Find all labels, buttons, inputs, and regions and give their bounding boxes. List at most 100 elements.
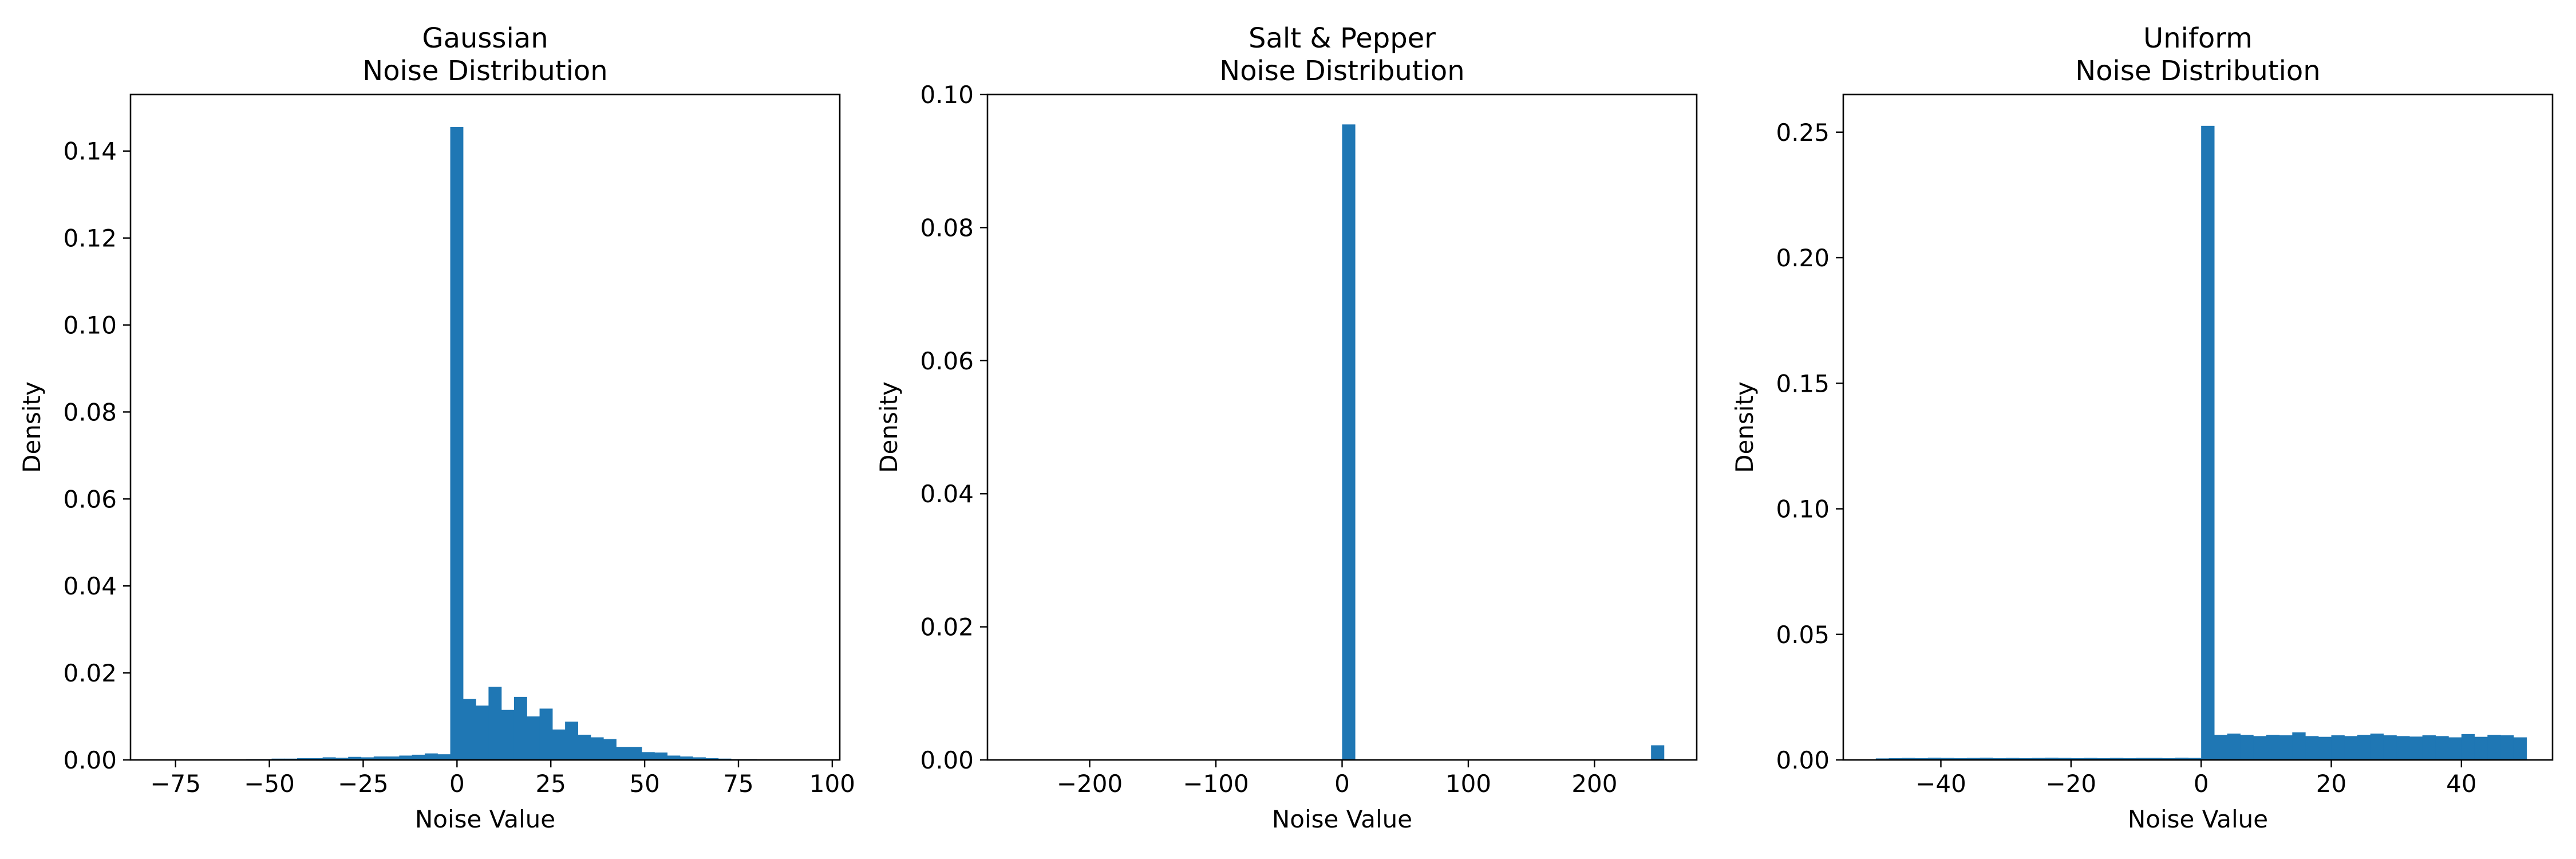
y-tick-label: 0.25 <box>1776 119 1830 147</box>
x-tick-label: 0 <box>449 770 465 798</box>
x-tick-label: 0 <box>2194 770 2209 798</box>
chart-title: Gaussian Noise Distribution <box>362 22 607 87</box>
x-tick-label: 75 <box>723 770 753 798</box>
x-tick-label: 100 <box>1445 770 1491 798</box>
y-tick-label: 0.10 <box>920 81 974 109</box>
histogram-bar <box>361 757 374 760</box>
histogram-bar <box>2123 758 2137 760</box>
histogram-bar <box>2448 737 2462 760</box>
histogram-bar <box>590 737 604 760</box>
histogram-bar <box>2006 758 2020 760</box>
histogram-bar <box>693 757 706 760</box>
histogram-bar <box>2188 758 2202 760</box>
y-tick-label: 0.02 <box>920 613 974 641</box>
x-axis-label: Noise Value <box>2128 805 2268 833</box>
y-tick-label: 0.15 <box>1776 369 1830 397</box>
histogram-bar <box>476 706 489 760</box>
histogram-bar <box>1651 745 1665 760</box>
axes-frame <box>129 93 841 761</box>
chart-title-line: Noise Distribution <box>362 55 607 87</box>
y-tick-label: 0.10 <box>1776 495 1830 523</box>
y-tick-label: 0.04 <box>63 572 117 600</box>
chart-title: Uniform Noise Distribution <box>2075 22 2320 87</box>
histogram-bar <box>2357 735 2371 760</box>
histogram-bar <box>2162 758 2176 760</box>
histogram-bar <box>1875 758 1890 760</box>
histogram-bar <box>348 756 362 760</box>
histogram-bar <box>501 710 515 760</box>
histogram-bar <box>1902 758 1915 760</box>
histogram-bar <box>667 755 681 760</box>
histogram-bar <box>2175 758 2189 760</box>
chart-title: Salt & Pepper Noise Distribution <box>1219 22 1464 87</box>
gaussian-histogram-panel: −75 −50 −25 0 25 50 75 100 0.00 0.02 0.04 0.06 0.08 0… <box>18 22 855 833</box>
histogram-bar <box>2084 758 2097 760</box>
chart-title-line: Gaussian <box>422 22 548 54</box>
histogram-bar <box>2110 758 2124 760</box>
histogram-bar <box>565 722 579 760</box>
histogram-bar <box>2227 733 2241 760</box>
histogram-bar <box>2461 734 2475 760</box>
x-tick-label: −25 <box>338 770 389 798</box>
y-tick-label: 0.14 <box>63 137 117 166</box>
y-tick-label: 0.08 <box>920 214 974 242</box>
histogram-bar <box>1993 758 2006 760</box>
histogram-bar <box>2266 735 2280 760</box>
histogram-bar <box>412 754 425 760</box>
histogram-bar <box>424 753 438 760</box>
histogram-bar <box>2318 736 2332 760</box>
histogram-bar <box>1915 758 1929 760</box>
x-tick-label: 25 <box>535 770 566 798</box>
y-axis-label: Density <box>875 381 903 473</box>
histogram-bar <box>2435 736 2449 760</box>
histogram-bar <box>1927 758 1942 760</box>
histogram-bar <box>1966 758 1981 760</box>
histogram-bar <box>513 696 527 760</box>
histogram-bar <box>373 756 387 760</box>
histogram-bar <box>629 747 642 760</box>
histogram-bar <box>2305 736 2319 760</box>
histogram-bar <box>2018 758 2033 760</box>
histogram-bar <box>310 758 323 760</box>
chart-title-line: Noise Distribution <box>1219 55 1464 87</box>
y-tick-label: 0.00 <box>920 746 974 774</box>
histogram-bar <box>463 699 476 760</box>
y-tick-label: 0.02 <box>63 659 117 687</box>
histogram-bar <box>1980 758 1994 760</box>
histogram-bar <box>552 729 566 760</box>
histogram-bar <box>705 758 719 760</box>
histogram-bar <box>539 708 553 760</box>
histogram-bar <box>1941 758 1954 760</box>
histogram-bar <box>2292 732 2306 760</box>
histogram-bar <box>2383 735 2397 760</box>
histogram-bar <box>2071 758 2085 760</box>
histogram-bar <box>2279 735 2293 760</box>
y-tick-label: 0.00 <box>63 746 117 774</box>
histogram-bar <box>603 739 617 760</box>
x-tick-label: 0 <box>1334 770 1350 798</box>
histogram-bar <box>2474 736 2488 760</box>
y-axis-label: Density <box>1730 381 1759 473</box>
histogram-bar <box>616 747 630 760</box>
histogram-bar <box>335 758 349 760</box>
histogram-bar <box>2214 735 2228 760</box>
histogram-bar <box>679 756 693 760</box>
x-tick-label: 40 <box>2446 770 2476 798</box>
histogram-bar <box>297 758 310 760</box>
histogram-bar <box>437 754 451 760</box>
salt-pepper-histogram-panel: −200 −100 0 100 200 0.00 0.02 0.04 0.06 0.08 0.10 N… <box>875 22 1698 833</box>
histogram-bar <box>386 756 400 760</box>
chart-title-line: Noise Distribution <box>2075 55 2320 87</box>
histogram-bar <box>322 757 336 760</box>
x-tick-label: −40 <box>1915 770 1966 798</box>
axes-frame <box>1842 93 2554 761</box>
histogram-bar <box>2201 125 2215 760</box>
histogram-bar <box>2058 758 2072 760</box>
y-tick-label: 0.10 <box>63 312 117 340</box>
histogram-bar <box>2331 735 2345 760</box>
histogram-bar <box>641 752 655 760</box>
histogram-bar <box>2370 733 2384 760</box>
histogram-bar <box>1954 758 1967 760</box>
chart-title-line: Salt & Pepper <box>1249 22 1436 54</box>
